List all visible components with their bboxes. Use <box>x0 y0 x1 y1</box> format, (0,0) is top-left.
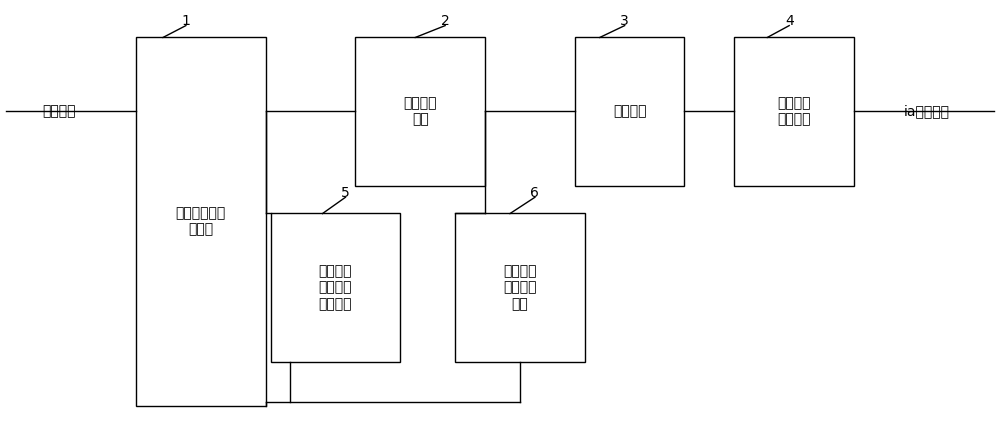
Bar <box>136 37 266 406</box>
Text: 5: 5 <box>341 186 350 200</box>
Text: 1: 1 <box>181 14 190 28</box>
Text: 恒压输出
反馈控制
电路: 恒压输出 反馈控制 电路 <box>503 264 537 311</box>
Text: 3: 3 <box>620 14 629 28</box>
Text: 最高输出
电压反馈
控制电路: 最高输出 电压反馈 控制电路 <box>319 264 352 311</box>
Bar <box>271 213 400 362</box>
Text: 三重过压
保护电路: 三重过压 保护电路 <box>777 96 811 127</box>
Text: 4: 4 <box>785 14 794 28</box>
Bar <box>575 37 684 187</box>
Text: 可靠限流
电路: 可靠限流 电路 <box>403 96 437 127</box>
Bar <box>355 37 485 187</box>
Text: 2: 2 <box>441 14 450 28</box>
Text: 6: 6 <box>530 186 539 200</box>
Bar <box>455 213 585 362</box>
Text: 隔离型电源转
换电路: 隔离型电源转 换电路 <box>176 206 226 237</box>
Bar <box>734 37 854 187</box>
Text: ia电源输出: ia电源输出 <box>904 105 950 118</box>
Text: 稳压电路: 稳压电路 <box>613 105 646 118</box>
Text: 电源输入: 电源输入 <box>42 105 76 118</box>
